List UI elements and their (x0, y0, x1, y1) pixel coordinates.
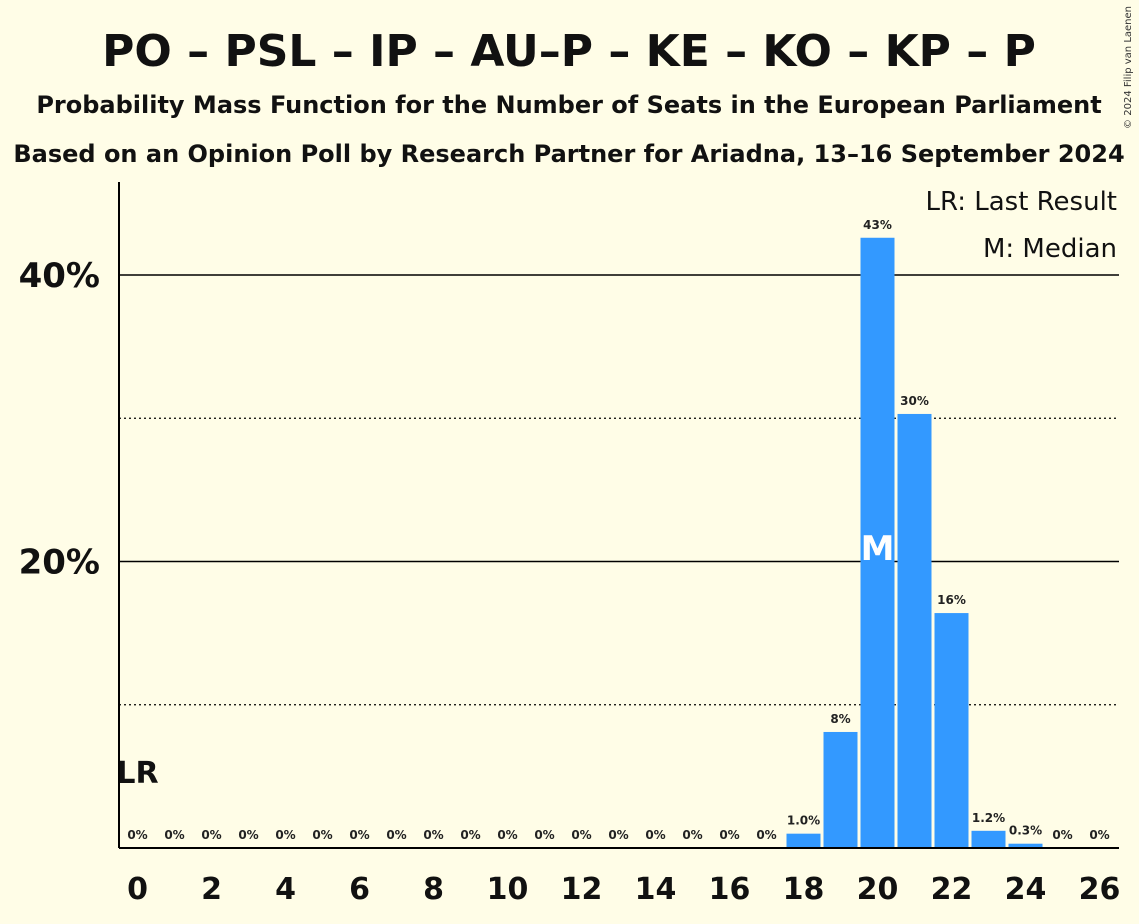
bar-seat-20 (860, 237, 895, 848)
bar-value-label: 16% (937, 593, 966, 607)
bar-value-label: 0% (497, 828, 517, 842)
bar-labels-group: 0% 0% 0% 0% 0% 0% 0% 0% 0% 0% 0% 0% 0% 0% 0% 0% 0% 0% 1.0%… (116, 218, 1109, 842)
bar-value-label: 0% (756, 828, 776, 842)
x-axis-ticks: 0 2 4 6 8 10 12 14 16 18 20 22 24 26 (127, 872, 1120, 907)
x-tick-label: 0 (127, 872, 148, 907)
bar-value-label: 0% (608, 828, 628, 842)
y-tick-label: 40% (19, 256, 100, 296)
y-tick-label: 20% (19, 543, 100, 583)
bar-value-label: 30% (900, 394, 929, 408)
bar-value-label: 43% (863, 218, 892, 232)
bar-value-label: 0% (349, 828, 369, 842)
axes (118, 182, 1119, 849)
bar-value-label: 0% (719, 828, 739, 842)
bar-value-label: 0% (423, 828, 443, 842)
x-tick-label: 18 (783, 872, 825, 907)
chart-subtitle-2: Based on an Opinion Poll by Research Par… (13, 140, 1124, 168)
bar-value-label: 0.3% (1009, 824, 1042, 838)
x-tick-label: 20 (857, 872, 899, 907)
bar-seat-18 (786, 833, 821, 848)
x-tick-label: 4 (275, 872, 296, 907)
x-tick-label: 8 (423, 872, 444, 907)
x-tick-label: 12 (561, 872, 603, 907)
bar-value-label: 0% (645, 828, 665, 842)
x-tick-label: 2 (201, 872, 222, 907)
y-axis-ticks: 20% 40% (19, 256, 100, 583)
chart-subtitle-1: Probability Mass Function for the Number… (36, 91, 1101, 119)
bar-value-label: 0% (238, 828, 258, 842)
bar-value-label: 0% (312, 828, 332, 842)
bar-value-label: 0% (1089, 828, 1109, 842)
bar-value-label: 0% (201, 828, 221, 842)
bar-value-label: 0% (571, 828, 591, 842)
x-tick-label: 6 (349, 872, 370, 907)
bar-seat-23 (971, 830, 1006, 848)
x-tick-label: 10 (487, 872, 529, 907)
legend-last-result: LR: Last Result (925, 187, 1117, 217)
bar-value-label: 1.0% (787, 814, 820, 828)
x-tick-label: 14 (635, 872, 677, 907)
last-result-marker: LR (116, 756, 158, 791)
bar-value-label: 0% (127, 828, 147, 842)
bar-value-label: 0% (386, 828, 406, 842)
bar-seat-19 (823, 731, 858, 848)
x-tick-label: 26 (1079, 872, 1121, 907)
x-tick-label: 22 (931, 872, 973, 907)
chart-title: PO – PSL – IP – AU–P – KE – KO – KP – P (102, 26, 1036, 77)
bar-value-label: 8% (830, 712, 850, 726)
median-marker: M (861, 529, 895, 569)
x-tick-label: 24 (1005, 872, 1047, 907)
bar-value-label: 0% (1052, 828, 1072, 842)
bar-value-label: 0% (275, 828, 295, 842)
copyright-text: © 2024 Filip van Laenen (1123, 6, 1134, 129)
grid-lines (119, 274, 1119, 706)
bar-seat-22 (934, 613, 969, 848)
bar-seat-24 (1008, 843, 1043, 848)
bars-group (786, 237, 1043, 848)
bar-value-label: 0% (682, 828, 702, 842)
legend-median: M: Median (983, 234, 1117, 264)
x-tick-label: 16 (709, 872, 751, 907)
bar-value-label: 1.2% (972, 811, 1005, 825)
bar-value-label: 0% (534, 828, 554, 842)
bar-seat-21 (897, 413, 932, 848)
bar-value-label: 0% (164, 828, 184, 842)
bar-value-label: 0% (460, 828, 480, 842)
